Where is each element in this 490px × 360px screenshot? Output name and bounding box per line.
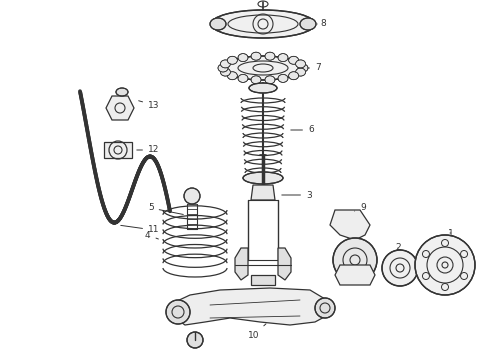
Text: 8: 8 xyxy=(317,19,326,28)
Ellipse shape xyxy=(116,88,128,96)
Ellipse shape xyxy=(210,18,226,30)
Text: 11: 11 xyxy=(121,225,160,234)
Text: 5: 5 xyxy=(148,203,183,215)
Ellipse shape xyxy=(166,300,190,324)
Ellipse shape xyxy=(289,72,298,80)
Ellipse shape xyxy=(187,332,203,348)
Polygon shape xyxy=(106,96,134,120)
Text: 6: 6 xyxy=(291,126,314,135)
Ellipse shape xyxy=(220,60,230,68)
Ellipse shape xyxy=(211,10,315,38)
Text: 12: 12 xyxy=(137,145,159,154)
Ellipse shape xyxy=(382,250,418,286)
Ellipse shape xyxy=(220,68,230,76)
Text: 7: 7 xyxy=(308,63,321,72)
Ellipse shape xyxy=(227,56,237,64)
Ellipse shape xyxy=(315,298,335,318)
Ellipse shape xyxy=(333,238,377,282)
Ellipse shape xyxy=(251,52,261,60)
Ellipse shape xyxy=(249,83,277,93)
Ellipse shape xyxy=(295,60,306,68)
Polygon shape xyxy=(251,185,275,200)
Ellipse shape xyxy=(289,56,298,64)
Polygon shape xyxy=(175,288,330,325)
Ellipse shape xyxy=(265,76,275,84)
Polygon shape xyxy=(330,210,370,240)
Text: 3: 3 xyxy=(282,190,312,199)
Polygon shape xyxy=(251,275,275,285)
Ellipse shape xyxy=(278,54,288,62)
Text: 10: 10 xyxy=(248,324,266,339)
Ellipse shape xyxy=(218,64,228,72)
Ellipse shape xyxy=(298,64,308,72)
Text: 9: 9 xyxy=(355,203,366,212)
Ellipse shape xyxy=(243,172,283,184)
Ellipse shape xyxy=(265,52,275,60)
Text: 2: 2 xyxy=(395,243,401,252)
Ellipse shape xyxy=(415,235,475,295)
Ellipse shape xyxy=(295,68,306,76)
Ellipse shape xyxy=(300,18,316,30)
Polygon shape xyxy=(104,142,132,158)
Ellipse shape xyxy=(251,76,261,84)
Text: 1: 1 xyxy=(448,229,454,238)
Text: 13: 13 xyxy=(139,100,160,109)
Polygon shape xyxy=(335,265,375,285)
Text: 4: 4 xyxy=(145,230,158,239)
Ellipse shape xyxy=(278,75,288,82)
Ellipse shape xyxy=(238,75,248,82)
Polygon shape xyxy=(235,248,248,280)
Ellipse shape xyxy=(223,56,303,80)
Ellipse shape xyxy=(184,188,200,204)
Ellipse shape xyxy=(227,72,237,80)
Polygon shape xyxy=(278,248,291,280)
Ellipse shape xyxy=(238,54,248,62)
